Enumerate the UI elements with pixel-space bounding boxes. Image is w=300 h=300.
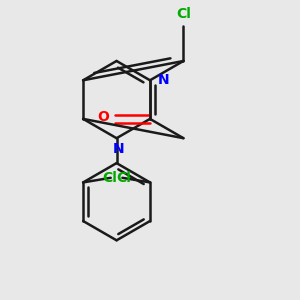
Text: Cl: Cl <box>176 7 191 20</box>
Text: N: N <box>158 73 169 87</box>
Text: N: N <box>112 142 124 156</box>
Text: O: O <box>98 110 109 124</box>
Text: Cl: Cl <box>102 171 117 185</box>
Text: Cl: Cl <box>116 171 131 185</box>
